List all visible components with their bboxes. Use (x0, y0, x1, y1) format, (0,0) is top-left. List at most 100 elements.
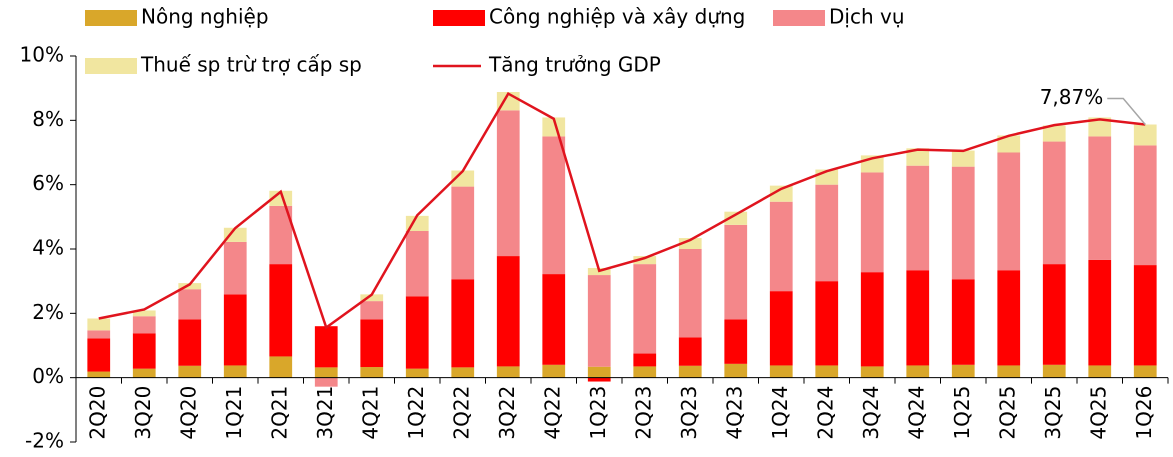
bar (360, 301, 384, 320)
bar (132, 368, 156, 378)
bar (951, 279, 975, 365)
bar (997, 135, 1021, 153)
bar (223, 294, 247, 366)
bar (314, 367, 338, 378)
y-tick-label: 8% (32, 107, 64, 131)
bar (1042, 125, 1066, 142)
bar (496, 256, 520, 367)
bar (451, 186, 475, 280)
bar (87, 371, 111, 378)
data-label: 7,87% (1040, 85, 1104, 109)
x-tick-label: 3Q21 (313, 386, 337, 440)
x-tick-label: 4Q24 (904, 386, 928, 440)
bar (587, 377, 611, 382)
x-tick-label: 1Q22 (404, 386, 428, 440)
bar (314, 377, 338, 387)
bar (815, 281, 839, 366)
bar (496, 366, 520, 378)
bar (87, 330, 111, 339)
bar (769, 201, 793, 292)
bar (633, 264, 657, 354)
bar (451, 279, 475, 368)
bar (769, 365, 793, 378)
legend-swatch (773, 10, 825, 26)
x-tick-label: 3Q22 (495, 386, 519, 440)
bar (269, 190, 293, 206)
bar (405, 368, 429, 378)
bar (1088, 117, 1112, 137)
x-tick-label: 2Q20 (85, 386, 109, 440)
bar (724, 211, 748, 225)
bar (269, 264, 293, 357)
bar (542, 117, 566, 137)
bar (223, 365, 247, 378)
bar (178, 319, 202, 366)
bar (633, 256, 657, 265)
bar (587, 275, 611, 367)
legend-label: Thuế sp trừ trợ cấp sp (140, 53, 362, 77)
x-tick-label: 1Q26 (1132, 386, 1156, 440)
bar (1088, 259, 1112, 366)
legend-label: Dịch vụ (829, 5, 905, 29)
y-tick-label: 10% (20, 43, 64, 67)
y-tick-label: -2% (25, 429, 64, 453)
bar (360, 319, 384, 368)
bar (87, 318, 111, 331)
bar (269, 205, 293, 265)
legend-label: Tăng trưởng GDP (488, 53, 661, 77)
bar (860, 172, 884, 273)
bar (269, 356, 293, 378)
bar (678, 365, 702, 378)
leader-line (1107, 97, 1146, 125)
legend-swatch (433, 10, 485, 26)
bar (1133, 145, 1157, 266)
x-tick-label: 3Q20 (131, 386, 155, 440)
bar (360, 294, 384, 302)
x-tick-label: 4Q21 (358, 386, 382, 440)
bar (678, 337, 702, 366)
x-tick-label: 2Q21 (267, 386, 291, 440)
bar (906, 148, 930, 166)
bar (997, 270, 1021, 366)
bar (223, 241, 247, 295)
line (98, 91, 1146, 330)
x-tick-label: 2Q25 (995, 386, 1019, 440)
bar (178, 283, 202, 290)
bar (769, 185, 793, 202)
bar (678, 249, 702, 338)
bar (906, 165, 930, 271)
x-tick-label: 3Q24 (859, 386, 883, 440)
bar (724, 319, 748, 364)
bar (997, 365, 1021, 378)
x-tick-label: 2Q23 (631, 386, 655, 440)
bar (815, 184, 839, 282)
bar (542, 136, 566, 275)
bar (587, 366, 611, 378)
bar (132, 333, 156, 369)
bar (951, 364, 975, 378)
bar (1133, 265, 1157, 366)
legend-label: Nông nghiệp (141, 5, 269, 29)
bar (496, 110, 520, 257)
bar (178, 289, 202, 320)
x-tick-label: 4Q22 (540, 386, 564, 440)
legend-label: Công nghiệp và xây dựng (489, 5, 745, 29)
y-tick-label: 2% (32, 300, 64, 324)
bar (860, 366, 884, 378)
bar (815, 365, 839, 378)
bar (223, 227, 247, 242)
x-tick-label: 3Q23 (677, 386, 701, 440)
bar (906, 365, 930, 378)
x-tick-label: 4Q25 (1086, 386, 1110, 440)
bar (633, 353, 657, 367)
bar (1042, 141, 1066, 265)
x-tick-label: 4Q23 (722, 386, 746, 440)
bar (87, 338, 111, 372)
legend-swatch (85, 58, 137, 74)
bar (951, 150, 975, 167)
x-tick-label: 2Q24 (813, 386, 837, 440)
bar (997, 152, 1021, 271)
bar (451, 170, 475, 187)
bar (132, 316, 156, 334)
